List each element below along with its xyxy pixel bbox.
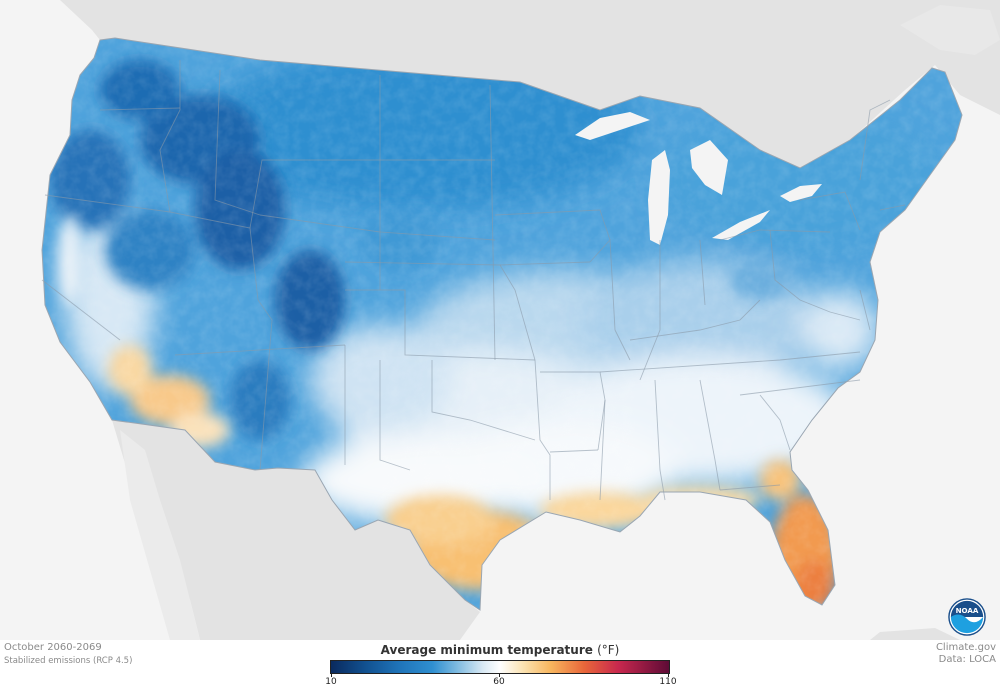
- lake-erie: [712, 210, 770, 240]
- lake-ontario: [780, 184, 822, 202]
- noaa-logo-text: NOAA: [956, 606, 979, 615]
- legend-title-text: Average minimum temperature: [380, 643, 593, 657]
- lake-michigan: [648, 150, 670, 245]
- credit-data: Data: LOCA: [938, 654, 996, 665]
- legend-tick-mark-max: [668, 673, 669, 677]
- credit-site: Climate.gov: [935, 642, 996, 653]
- caribbean-island: [870, 628, 960, 640]
- canada-landmass: [0, 0, 1000, 168]
- legend-tick-mark-mid: [499, 673, 500, 677]
- lake-huron: [690, 140, 728, 195]
- canada-peninsula: [900, 5, 1000, 55]
- state-borders: [41, 60, 906, 501]
- great-lakes: [575, 112, 822, 245]
- legend-tick-mid: 60: [493, 677, 505, 687]
- legend-title: Average minimum temperature (°F): [330, 643, 670, 657]
- legend-colorbar: [330, 660, 670, 674]
- map-footer: October 2060-2069 Stabilized emissions (…: [0, 640, 1000, 690]
- legend-unit: (°F): [597, 643, 620, 657]
- lake-superior: [575, 112, 650, 140]
- baja-california: [120, 430, 200, 640]
- scenario-label: Stabilized emissions (RCP 4.5): [4, 656, 133, 666]
- legend-tick-min: 10: [325, 677, 337, 687]
- noaa-logo-icon: NOAA: [948, 598, 986, 636]
- legend-tick-max: 110: [659, 677, 677, 687]
- legend-tick-mark-min: [331, 673, 332, 677]
- temperature-map: [0, 0, 1000, 640]
- period-label: October 2060-2069: [4, 642, 102, 653]
- mexico-landmass: [112, 420, 480, 640]
